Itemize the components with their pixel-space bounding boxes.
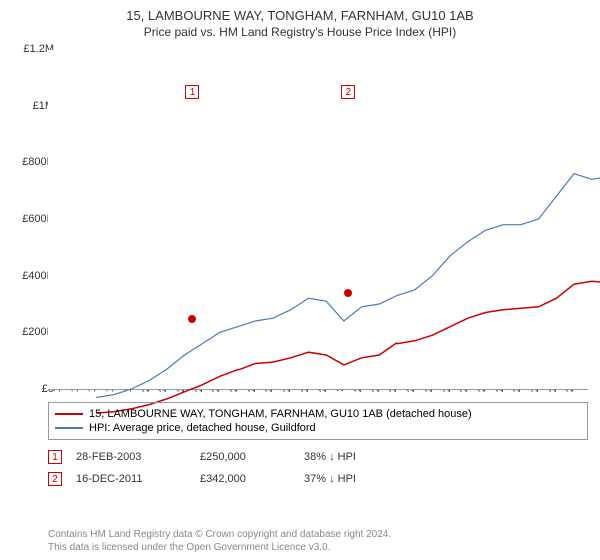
line-chart-svg bbox=[96, 100, 600, 440]
sale-hpi-1: 38% ↓ HPI bbox=[304, 451, 394, 463]
legend-swatch-price bbox=[55, 413, 83, 415]
sale-date-1: 28-FEB-2003 bbox=[76, 451, 186, 463]
plot-area bbox=[48, 50, 588, 390]
footer-line-2: This data is licensed under the Open Gov… bbox=[48, 541, 391, 554]
sale-hpi-2: 37% ↓ HPI bbox=[304, 473, 394, 485]
sale-marker-2: 2 bbox=[48, 472, 62, 486]
chart-container: 15, LAMBOURNE WAY, TONGHAM, FARNHAM, GU1… bbox=[0, 0, 600, 560]
footer-line-1: Contains HM Land Registry data © Crown c… bbox=[48, 528, 391, 541]
sale-marker-1: 1 bbox=[48, 450, 62, 464]
legend-label-price: 15, LAMBOURNE WAY, TONGHAM, FARNHAM, GU1… bbox=[89, 408, 472, 420]
footer: Contains HM Land Registry data © Crown c… bbox=[48, 528, 391, 554]
legend-label-hpi: HPI: Average price, detached house, Guil… bbox=[89, 422, 316, 434]
legend-swatch-hpi bbox=[55, 427, 83, 429]
sale-price-1: £250,000 bbox=[200, 451, 290, 463]
chart-subtitle: Price paid vs. HM Land Registry's House … bbox=[0, 23, 600, 39]
sales-row-2: 2 16-DEC-2011 £342,000 37% ↓ HPI bbox=[48, 468, 588, 490]
legend-area: 15, LAMBOURNE WAY, TONGHAM, FARNHAM, GU1… bbox=[48, 402, 588, 490]
sale-date-2: 16-DEC-2011 bbox=[76, 473, 186, 485]
legend-row-hpi: HPI: Average price, detached house, Guil… bbox=[55, 421, 581, 435]
sales-row-1: 1 28-FEB-2003 £250,000 38% ↓ HPI bbox=[48, 446, 588, 468]
legend-row-price: 15, LAMBOURNE WAY, TONGHAM, FARNHAM, GU1… bbox=[55, 407, 581, 421]
sale-price-2: £342,000 bbox=[200, 473, 290, 485]
legend-box: 15, LAMBOURNE WAY, TONGHAM, FARNHAM, GU1… bbox=[48, 402, 588, 440]
chart-title: 15, LAMBOURNE WAY, TONGHAM, FARNHAM, GU1… bbox=[0, 0, 600, 23]
sales-table: 1 28-FEB-2003 £250,000 38% ↓ HPI 2 16-DE… bbox=[48, 446, 588, 490]
